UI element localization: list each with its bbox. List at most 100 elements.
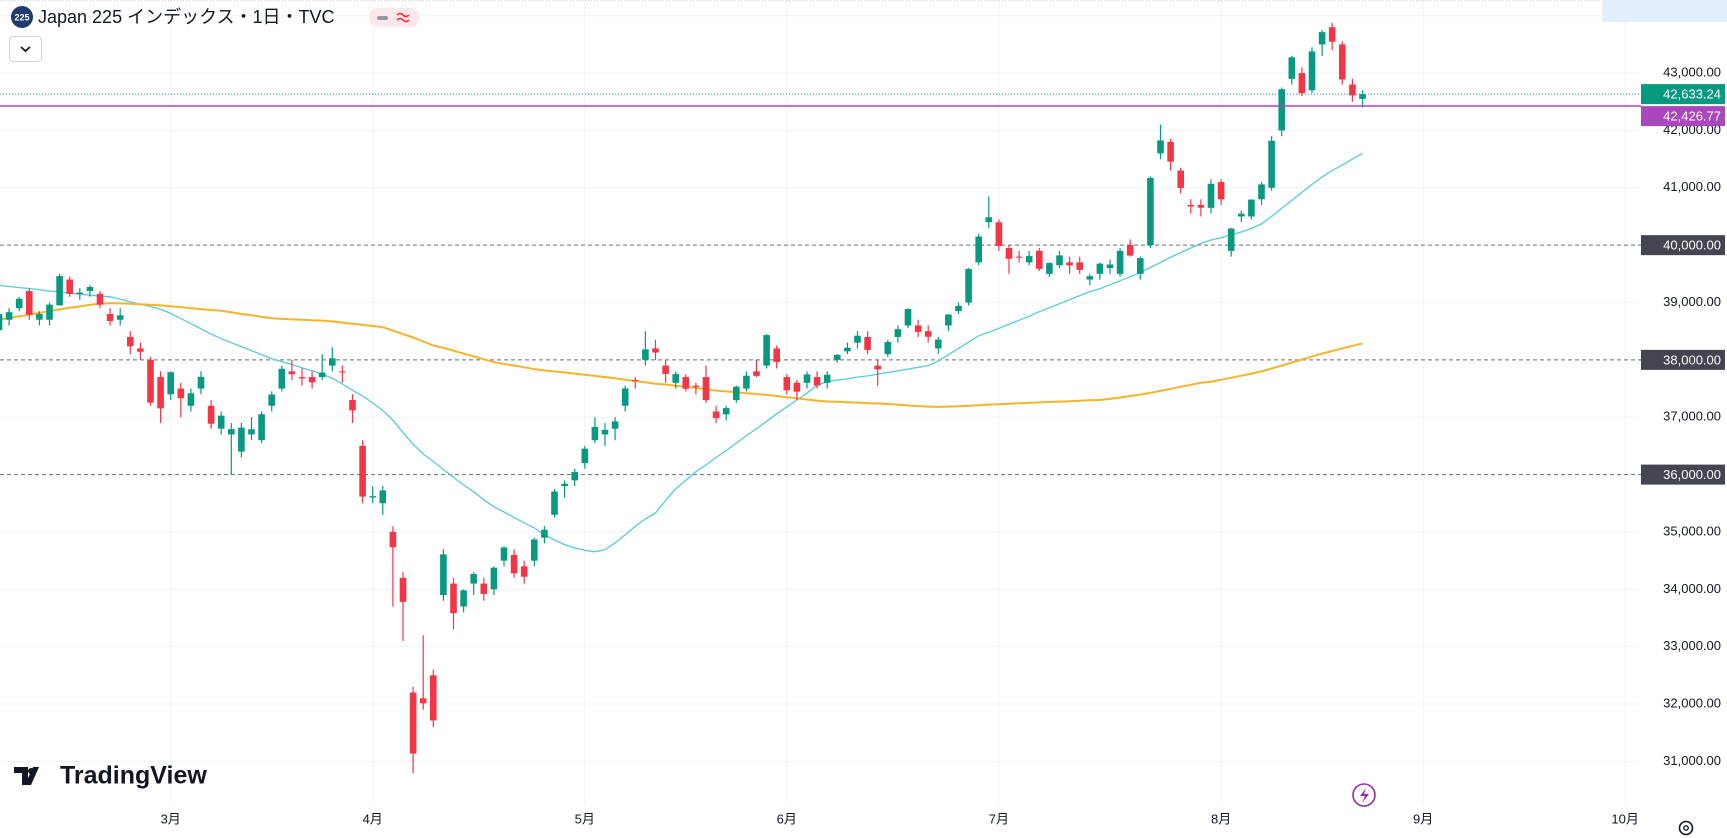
moving-average-line (0, 302, 1363, 408)
candle-body (490, 567, 498, 590)
candle-body (1328, 27, 1336, 42)
candle-body (116, 315, 124, 320)
candle-body (127, 336, 134, 347)
candle-body (743, 375, 750, 389)
candle-body (430, 675, 437, 721)
price-label: 40,000.00 (1663, 238, 1721, 253)
y-tick-label: 39,000.00 (1663, 294, 1721, 309)
candle-body (591, 426, 599, 441)
candle-body (571, 472, 578, 481)
candle-body (1025, 256, 1033, 263)
y-tick-label: 33,000.00 (1663, 638, 1721, 653)
candle-body (823, 374, 831, 383)
status-pill[interactable] (369, 8, 419, 27)
candle-body (288, 371, 296, 375)
candle-body (1086, 276, 1094, 280)
candle-body (924, 331, 932, 337)
candle-body (480, 583, 488, 594)
low-label-box (1602, 0, 1727, 22)
candle-body (1076, 262, 1083, 270)
candle-body (76, 292, 84, 294)
candle-body (96, 293, 104, 305)
candle-body (137, 348, 144, 352)
candle-body (217, 415, 225, 429)
candle-body (1227, 228, 1235, 251)
candle-body (611, 421, 619, 429)
candle-body (945, 314, 952, 326)
candle-body (904, 309, 912, 326)
candle-body (248, 429, 255, 435)
candle-body (763, 335, 770, 366)
x-tick-label: 10月 (1611, 811, 1638, 826)
candle-body (884, 342, 892, 355)
candle-body (581, 448, 589, 464)
settings-button[interactable] (1678, 820, 1694, 836)
chart-title: Japan 225 インデックス・1日・TVC (38, 7, 335, 27)
settings-icon (1683, 825, 1689, 831)
candle-body (1207, 183, 1215, 208)
y-tick-label: 41,000.00 (1663, 179, 1721, 194)
candle-body (672, 374, 679, 383)
candle-body (349, 400, 356, 411)
candle-body (36, 313, 43, 320)
candle-body (46, 304, 53, 320)
candle-body (894, 329, 902, 337)
watermark-logo (14, 767, 39, 785)
dropdown-button[interactable] (9, 36, 42, 62)
candle-body (1046, 263, 1053, 274)
candle-body (702, 377, 710, 401)
candle-body (268, 394, 275, 406)
price-label: 36,000.00 (1663, 467, 1721, 482)
candle-body (440, 554, 447, 596)
candle-body (1126, 245, 1134, 256)
price-label-box (1641, 106, 1725, 127)
candle-body (712, 411, 720, 419)
candle-body (975, 236, 982, 263)
candle-body (874, 365, 881, 370)
watermark: TradingView (60, 762, 207, 790)
candle-body (167, 372, 174, 395)
candle-body (632, 379, 639, 381)
candle-body (955, 305, 962, 312)
candle-body (844, 347, 851, 352)
candle-body (1197, 205, 1205, 208)
candle-body (652, 348, 659, 353)
candle-body (783, 377, 791, 391)
candle-body (238, 427, 245, 452)
candle-body (157, 377, 164, 409)
dropdown-icon (20, 46, 31, 53)
symbol-icon-text: 225 (14, 12, 29, 22)
candle-body (389, 531, 397, 548)
candle-body (985, 217, 993, 223)
x-tick-label: 7月 (989, 811, 1009, 826)
overlay: 225 Japan 225 インデックス・1日・TVC TradingView … (9, 0, 1727, 836)
candle-body (813, 377, 821, 386)
candle-body (66, 279, 73, 294)
status-icon (396, 12, 410, 23)
price-label-box (1641, 349, 1725, 370)
candle-body (460, 590, 467, 607)
candle-body (0, 314, 3, 331)
candle-body (642, 349, 649, 360)
candle-body (298, 377, 306, 379)
candle-body (541, 529, 548, 538)
candle-body (834, 354, 841, 360)
candle-body (308, 377, 316, 383)
candle-body (995, 222, 1003, 246)
candle-body (450, 583, 457, 614)
candle-body (965, 269, 972, 303)
price-label-box (1641, 235, 1725, 256)
events-icon (1360, 788, 1369, 803)
price-label-box (1641, 464, 1725, 485)
candle-body (1056, 255, 1063, 266)
candle-body (1217, 182, 1225, 200)
candle-body (1308, 51, 1316, 91)
candle-body (682, 377, 690, 389)
candle-body (1298, 73, 1306, 94)
x-tick-label: 6月 (777, 811, 797, 826)
candle-body (419, 698, 427, 704)
candle-body (379, 490, 387, 504)
candle-body (409, 692, 417, 754)
